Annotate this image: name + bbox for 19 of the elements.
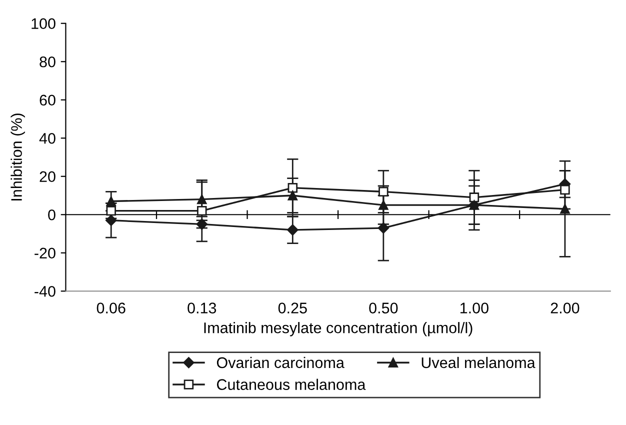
legend-label: Ovarian carcinoma <box>216 356 344 368</box>
x-tick-label: 1.00 <box>460 302 488 314</box>
y-tick-label: 0 <box>48 209 56 220</box>
y-tick-label: 100 <box>32 18 56 30</box>
y-tick-label: 20 <box>40 171 56 182</box>
y-axis-title: Inhibition (%) <box>10 114 25 200</box>
x-tick-label: 0.50 <box>369 302 398 314</box>
x-tick-label: 0.06 <box>96 302 126 314</box>
y-tick-label: 80 <box>40 56 56 68</box>
x-tick-label: 0.25 <box>278 302 307 314</box>
y-tick-label: -20 <box>34 248 56 259</box>
x-axis-title: Imatinib mesylate concentration (µmol/l) <box>204 322 472 336</box>
y-tick-label: -40 <box>34 286 56 297</box>
y-tick-label: 60 <box>40 94 56 106</box>
x-tick-label: 0.13 <box>188 302 216 314</box>
legend-label: Cutaneous melanoma <box>217 378 366 390</box>
legend-label: Uveal melanoma <box>422 356 536 368</box>
y-tick-label: 40 <box>39 132 56 144</box>
x-tick-label: 2.00 <box>550 302 580 314</box>
